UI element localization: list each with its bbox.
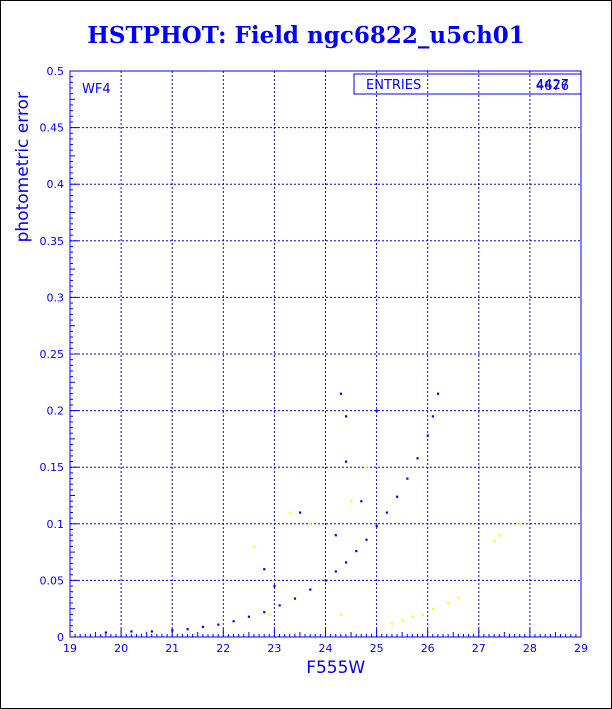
data-point <box>263 611 266 614</box>
data-point <box>293 597 297 600</box>
x-tick-label: 19 <box>63 642 77 655</box>
outlier-point <box>309 522 312 525</box>
data-point <box>217 623 220 626</box>
stats-entries-overprint: 4676 <box>536 79 569 94</box>
data-point <box>416 457 419 460</box>
y-tick-label: 0.3 <box>47 291 65 304</box>
x-tick-label: 23 <box>267 642 281 655</box>
data-point <box>339 392 343 395</box>
outlier-point <box>293 632 297 635</box>
x-tick-label: 29 <box>574 642 588 655</box>
data-point <box>324 579 327 582</box>
x-axis-title: F555W <box>306 658 365 678</box>
data-point <box>436 392 440 395</box>
stats-entries-label: ENTRIES <box>366 78 421 93</box>
data-point <box>385 511 389 514</box>
data-point <box>298 511 302 514</box>
data-point <box>431 415 435 418</box>
data-point <box>247 615 251 618</box>
y-axis-title: photometric error <box>13 92 33 242</box>
y-tick-label: 0.25 <box>40 348 65 361</box>
data-point <box>201 625 205 629</box>
data-point <box>232 620 235 623</box>
outlier-point <box>288 511 291 514</box>
data-point <box>344 415 348 418</box>
outlier-point <box>365 466 368 469</box>
x-tick-label: 20 <box>114 642 128 655</box>
data-point <box>104 631 107 634</box>
data-point <box>263 568 266 571</box>
x-tick-label: 28 <box>523 642 537 655</box>
x-tick-label: 27 <box>472 642 486 655</box>
data-point <box>375 409 378 412</box>
outlier-point <box>339 613 343 616</box>
outlier-point <box>411 615 414 618</box>
outlier-point <box>350 500 353 503</box>
outlier-point <box>401 619 404 622</box>
data-point <box>344 561 348 564</box>
x-tick-label: 26 <box>421 642 435 655</box>
x-tick-label: 22 <box>216 642 230 655</box>
outlier-point <box>518 522 521 525</box>
y-tick-label: 0.2 <box>47 405 65 418</box>
outlier-point <box>447 602 450 605</box>
outlier-point <box>498 534 501 537</box>
data-point <box>273 585 276 588</box>
y-tick-label: 0.35 <box>40 235 65 248</box>
data-point <box>406 477 409 480</box>
data-point <box>334 534 337 537</box>
outlier-point <box>457 596 460 599</box>
x-tick-labels: 19 20 21 22 23 24 25 26 27 28 29 <box>63 642 588 655</box>
y-tick-label: 0.5 <box>47 65 65 78</box>
data-point <box>278 604 281 607</box>
y-tick-label: 0.4 <box>47 178 65 191</box>
data-point <box>355 549 358 553</box>
outlier-point <box>431 607 435 610</box>
data-point <box>186 628 189 631</box>
data-point <box>334 570 337 573</box>
outlier-point <box>390 622 394 625</box>
outlier-point <box>421 613 424 616</box>
stats-box: ENTRIES 4427 4676 <box>353 73 582 95</box>
data-point <box>426 434 429 437</box>
x-tick-label: 25 <box>370 642 384 655</box>
panel-label: WF4 <box>82 82 111 97</box>
grid-lines <box>70 71 581 637</box>
x-tick-label: 21 <box>165 642 179 655</box>
outlier-point <box>268 613 271 616</box>
outlier-point <box>493 539 496 542</box>
y-tick-label: 0.05 <box>40 574 65 587</box>
data-point <box>375 525 378 528</box>
y-tick-label: 0.45 <box>40 122 65 135</box>
data-point <box>130 630 133 633</box>
data-point <box>396 495 399 498</box>
data-point <box>344 460 348 463</box>
y-tick-labels: 0 0.05 0.1 0.15 0.2 0.25 0.3 0.35 0.4 0.45 0.5 <box>40 65 65 644</box>
data-points <box>104 392 521 635</box>
y-tick-label: 0 <box>57 631 64 644</box>
y-tick-label: 0.15 <box>40 461 65 474</box>
y-tick-label: 0.1 <box>47 518 65 531</box>
stats-box-frame <box>353 73 582 95</box>
x-tick-label: 24 <box>319 642 333 655</box>
data-point <box>365 538 368 541</box>
stats-entries-value: 4427 <box>536 78 569 93</box>
data-point <box>309 588 312 591</box>
page-title: HSTPHOT: Field ngc6822_u5ch01 <box>87 22 525 49</box>
outlier-point <box>252 545 256 548</box>
axis-ticks <box>69 70 582 638</box>
data-point <box>150 630 153 633</box>
data-point <box>360 500 363 503</box>
